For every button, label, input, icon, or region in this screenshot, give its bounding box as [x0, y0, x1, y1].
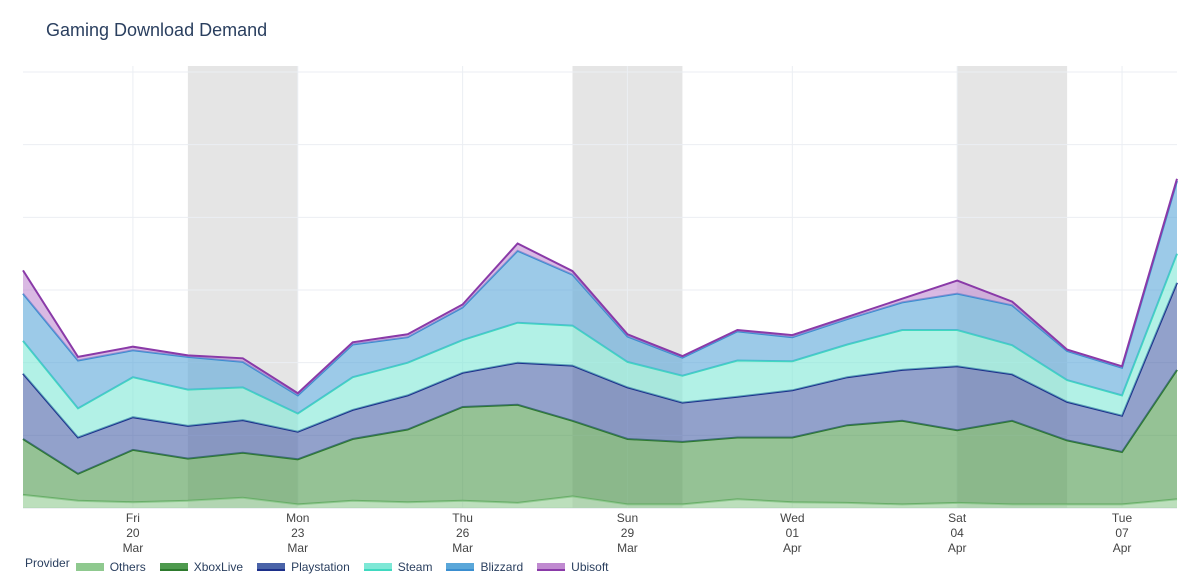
x-tick-label: Wed — [780, 511, 804, 525]
legend-label: Others — [109, 560, 146, 574]
legend-swatch — [257, 563, 286, 571]
series-areas-layer — [22, 178, 1178, 508]
x-tick-label: 07 — [1115, 526, 1129, 540]
legend-swatch — [159, 563, 188, 571]
x-tick-label: 29 — [621, 526, 635, 540]
x-tick-label: 20 — [126, 526, 140, 540]
x-tick-label: Fri — [126, 511, 140, 525]
x-tick-label: Mon — [286, 511, 309, 525]
x-tick-label: 23 — [291, 526, 305, 540]
area-blizzard[interactable] — [23, 181, 1177, 414]
x-tick-label: Apr — [783, 541, 802, 555]
area-playstation[interactable] — [23, 282, 1177, 474]
area-ubisoft[interactable] — [23, 178, 1177, 396]
area-steam[interactable] — [23, 253, 1177, 438]
legend-swatch — [363, 563, 392, 571]
x-tick-label: Tue — [1112, 511, 1133, 525]
x-tick-label: Apr — [1113, 541, 1132, 555]
legend: Provider Others XboxLive Playstation Steam B… — [25, 556, 623, 577]
legend-item-blizzard[interactable]: Blizzard — [446, 560, 523, 574]
legend-swatch — [537, 563, 566, 571]
legend-swatch — [446, 563, 475, 571]
chart-title: Gaming Download Demand — [46, 20, 268, 40]
line-ubisoft — [22, 178, 1178, 395]
x-tick-label: Sat — [948, 511, 967, 525]
x-tick-label: Mar — [617, 541, 638, 555]
legend-item-xboxlive[interactable]: XboxLive — [159, 560, 244, 574]
x-tick-label: Mar — [452, 541, 473, 555]
legend-label: Playstation — [291, 560, 350, 574]
x-tick-label: Sun — [617, 511, 638, 525]
legend-label: Ubisoft — [571, 560, 609, 574]
x-axis-ticks: Fri20MarMon23MarThu26MarSun29MarWed01Apr… — [123, 511, 1133, 555]
legend-label: Steam — [397, 560, 433, 574]
x-tick-label: Thu — [452, 511, 473, 525]
legend-swatch — [75, 563, 104, 571]
x-tick-label: 01 — [786, 526, 800, 540]
legend-item-playstation[interactable]: Playstation — [257, 560, 350, 574]
x-tick-label: Apr — [948, 541, 967, 555]
legend-title: Provider — [25, 556, 70, 570]
legend-item-ubisoft[interactable]: Ubisoft — [537, 560, 609, 574]
legend-item-others[interactable]: Others — [75, 560, 146, 574]
x-tick-label: 26 — [456, 526, 470, 540]
area-xboxlive[interactable] — [23, 369, 1177, 505]
x-tick-label: Mar — [123, 541, 144, 555]
x-tick-label: 04 — [951, 526, 965, 540]
legend-item-steam[interactable]: Steam — [363, 560, 433, 574]
legend-label: Blizzard — [480, 560, 524, 574]
legend-label: XboxLive — [193, 560, 244, 574]
x-tick-label: Mar — [287, 541, 308, 555]
